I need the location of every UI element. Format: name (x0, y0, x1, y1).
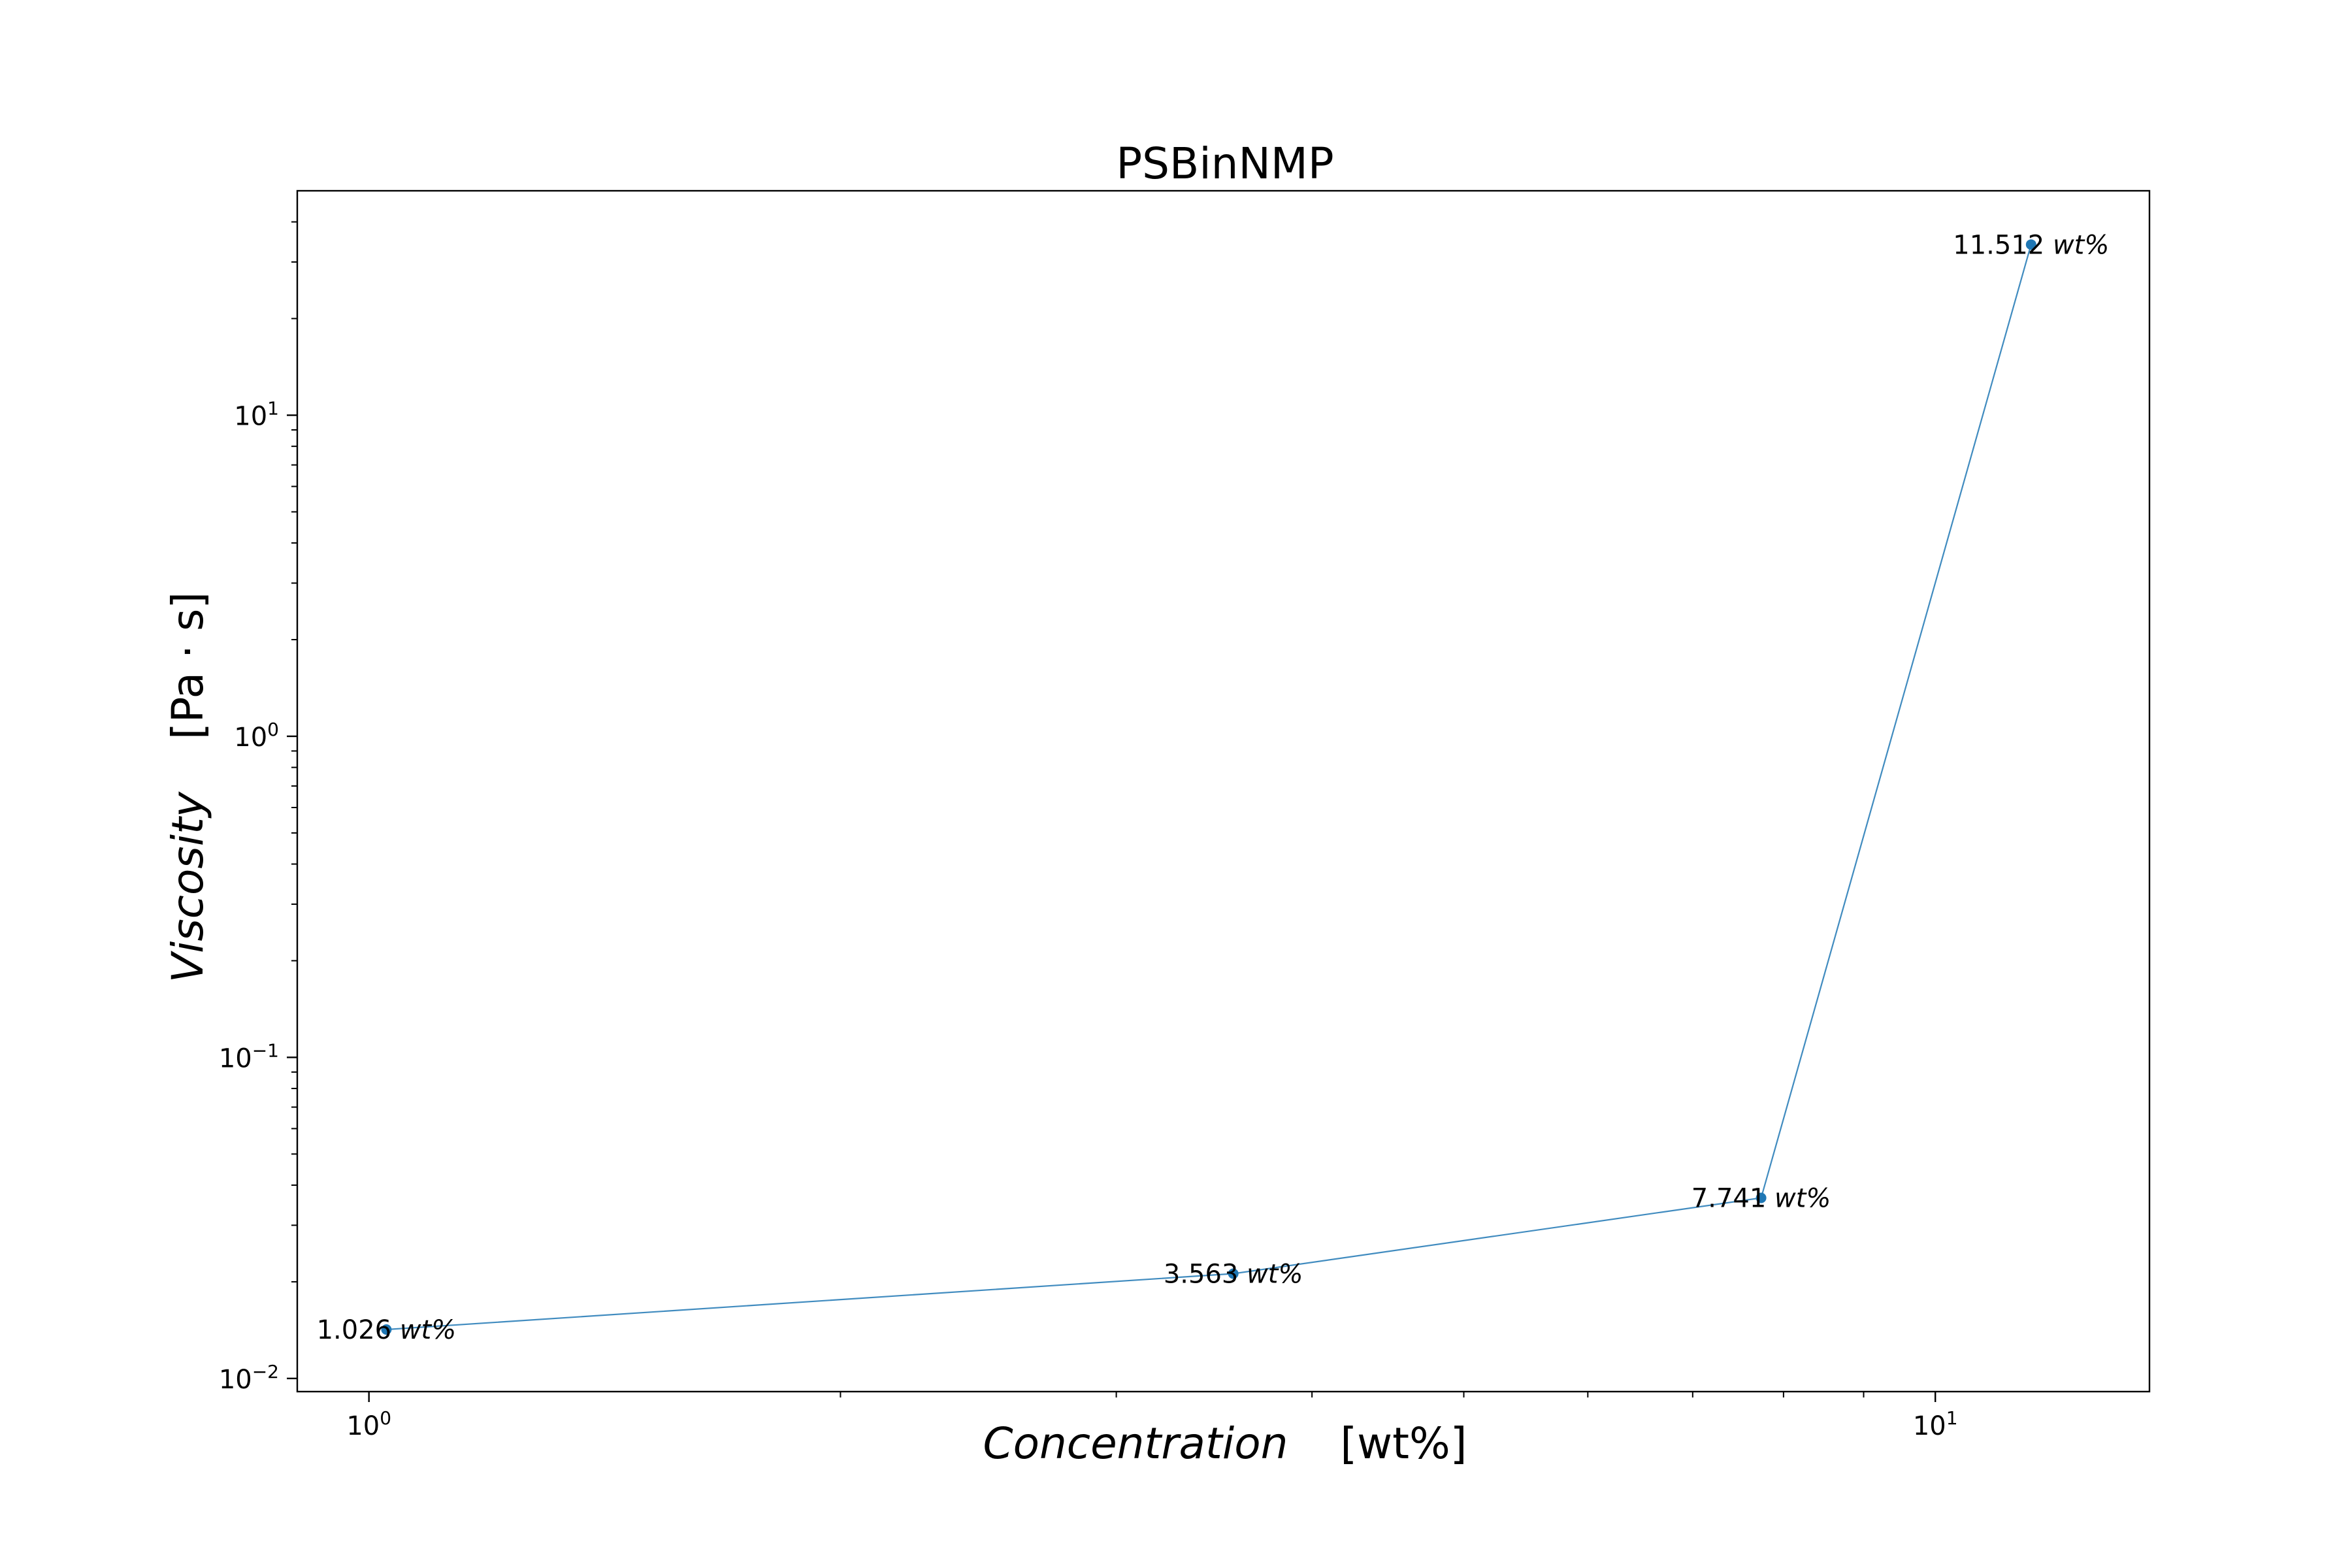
data-label: 11.512 wt% (1953, 230, 2109, 260)
data-label: 3.563 wt% (1164, 1259, 1303, 1289)
x-tick-label: 101 (1913, 1407, 1958, 1441)
x-axis-label: Concentration (983, 1418, 1288, 1469)
plot-frame (296, 189, 2151, 1393)
data-point (2025, 239, 2036, 250)
y-axis-label: Viscosity (163, 791, 213, 983)
data-point (1756, 1192, 1767, 1203)
y-axis-title: Viscosity [Pa · s] (163, 592, 213, 983)
chart-title: PSBinNMP (1116, 139, 1333, 189)
y-axis-unit: [Pa · s] (163, 592, 213, 740)
x-axis-unit: [wt%] (1340, 1418, 1467, 1469)
data-point (1228, 1268, 1239, 1279)
data-label: 7.741 wt% (1691, 1184, 1831, 1214)
x-tick-label: 100 (346, 1407, 391, 1441)
y-tick-label: 100 (234, 719, 279, 753)
y-tick-label: 10−1 (219, 1039, 279, 1073)
y-tick-label: 101 (234, 398, 279, 432)
data-point (381, 1324, 392, 1335)
plot-area: 100 101 10−2 10−1 100 101 1.026 wt% 3.563 wt% 7.… (219, 189, 2151, 1441)
data-label: 1.026 wt% (317, 1315, 457, 1345)
y-tick-label: 10−2 (219, 1361, 279, 1395)
series-line (386, 244, 2032, 1331)
x-axis-title: Concentration [wt%] (983, 1418, 1467, 1469)
